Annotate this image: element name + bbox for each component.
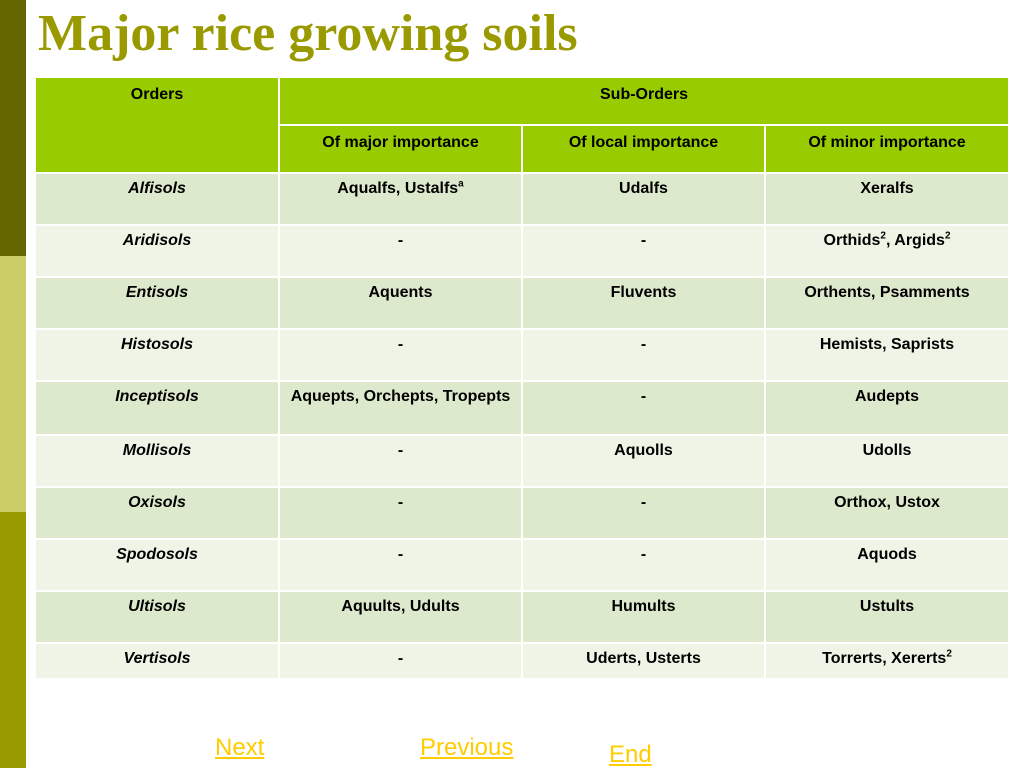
suborders-header: Sub-Orders — [277, 76, 1011, 126]
orders-header: Orders — [34, 76, 280, 174]
table-row: Oxisols - - Orthox, Ustox — [34, 486, 1011, 540]
major-cell: Aqualfs, Ustalfsa — [278, 172, 523, 226]
order-cell: Histosols — [34, 328, 280, 382]
column-header-major: Of major importance — [278, 124, 523, 174]
major-cell: - — [278, 538, 523, 592]
minor-cell: Udolls — [763, 434, 1011, 488]
table-row: Mollisols - Aquolls Udolls — [34, 434, 1011, 488]
major-cell: - — [278, 224, 523, 278]
local-cell: - — [521, 328, 766, 382]
order-cell: Ultisols — [34, 590, 280, 644]
table-row: Alfisols Aqualfs, Ustalfsa Udalfs Xeralf… — [34, 172, 1011, 226]
minor-cell: Ustults — [763, 590, 1011, 644]
order-cell: Aridisols — [34, 224, 280, 278]
order-cell: Mollisols — [34, 434, 280, 488]
table-row: Inceptisols Aquepts, Orchepts, Tropepts … — [34, 380, 1011, 436]
order-cell: Inceptisols — [34, 380, 280, 436]
side-bar-dark — [0, 0, 26, 256]
order-cell: Spodosols — [34, 538, 280, 592]
table-row: Histosols - - Hemists, Saprists — [34, 328, 1011, 382]
minor-cell: Xeralfs — [763, 172, 1011, 226]
minor-cell: Torrerts, Xererts2 — [763, 642, 1011, 680]
order-cell: Alfisols — [34, 172, 280, 226]
end-link[interactable]: End — [609, 741, 652, 768]
minor-cell: Aquods — [763, 538, 1011, 592]
slide-title: Major rice growing soils — [38, 5, 578, 62]
local-cell: - — [521, 224, 766, 278]
order-cell: Oxisols — [34, 486, 280, 540]
table-row: Entisols Aquents Fluvents Orthents, Psam… — [34, 276, 1011, 330]
table-row: Ultisols Aquults, Udults Humults Ustults — [34, 590, 1011, 644]
column-header-minor: Of minor importance — [763, 124, 1011, 174]
minor-cell: Orthox, Ustox — [763, 486, 1011, 540]
minor-cell: Audepts — [763, 380, 1011, 436]
local-cell: Fluvents — [521, 276, 766, 330]
minor-cell: Orthents, Psamments — [763, 276, 1011, 330]
next-link[interactable]: Next — [215, 734, 265, 761]
major-cell: Aquepts, Orchepts, Tropepts — [278, 380, 523, 436]
table-row: Vertisols - Uderts, Usterts Torrerts, Xe… — [34, 642, 1011, 680]
side-bar-light — [0, 256, 26, 512]
local-cell: - — [521, 380, 766, 436]
previous-link[interactable]: Previous — [420, 734, 514, 761]
local-cell: Udalfs — [521, 172, 766, 226]
major-cell: - — [278, 642, 523, 680]
table-row: Spodosols - - Aquods — [34, 538, 1011, 592]
soil-orders-table: Orders Sub-Orders Of major importance Of… — [34, 76, 1011, 680]
order-cell: Vertisols — [34, 642, 280, 680]
local-cell: Uderts, Usterts — [521, 642, 766, 680]
table-row: Aridisols - - Orthids2, Argids2 — [34, 224, 1011, 278]
minor-cell: Orthids2, Argids2 — [763, 224, 1011, 278]
major-cell: Aquults, Udults — [278, 590, 523, 644]
local-cell: Humults — [521, 590, 766, 644]
major-cell: Aquents — [278, 276, 523, 330]
local-cell: - — [521, 538, 766, 592]
local-cell: Aquolls — [521, 434, 766, 488]
column-header-local: Of local importance — [521, 124, 766, 174]
local-cell: - — [521, 486, 766, 540]
minor-cell: Hemists, Saprists — [763, 328, 1011, 382]
side-bar-olive — [0, 512, 26, 768]
major-cell: - — [278, 328, 523, 382]
major-cell: - — [278, 486, 523, 540]
order-cell: Entisols — [34, 276, 280, 330]
major-cell: - — [278, 434, 523, 488]
